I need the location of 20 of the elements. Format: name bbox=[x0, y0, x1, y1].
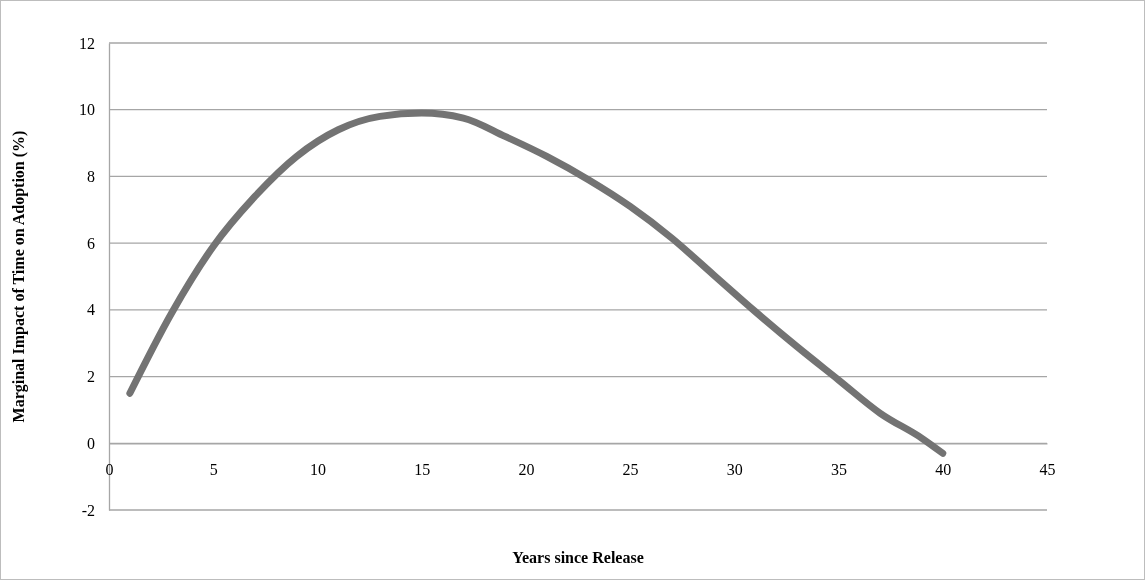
y-tick-label: 0 bbox=[87, 434, 95, 452]
x-tick-label: 35 bbox=[831, 460, 848, 478]
y-axis-title: Marginal Impact of Time on Adoption (%) bbox=[10, 130, 28, 423]
y-tick-label: 12 bbox=[79, 34, 95, 52]
x-tick-label: 25 bbox=[622, 460, 639, 478]
x-tick-label: 10 bbox=[309, 460, 326, 478]
y-tick-label: 10 bbox=[79, 101, 95, 119]
x-tick-label: 20 bbox=[518, 460, 535, 478]
x-tick-label: 0 bbox=[105, 460, 114, 478]
x-tick-label: 45 bbox=[1039, 460, 1056, 478]
x-tick-label: 15 bbox=[414, 460, 431, 478]
y-tick-label: 2 bbox=[87, 368, 95, 386]
x-axis-title: Years since Release bbox=[512, 549, 644, 566]
y-tick-label: 8 bbox=[87, 168, 95, 186]
y-tick-label: -2 bbox=[81, 501, 95, 519]
y-tick-label: 4 bbox=[87, 301, 95, 319]
x-tick-label: 5 bbox=[209, 460, 218, 478]
x-tick-label: 40 bbox=[935, 460, 952, 478]
x-tick-label: 30 bbox=[726, 460, 743, 478]
y-tick-label: 6 bbox=[87, 234, 95, 252]
